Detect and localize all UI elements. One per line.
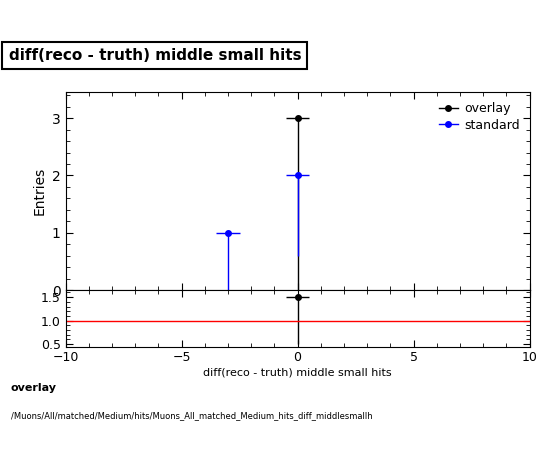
Y-axis label: Entries: Entries <box>32 167 46 215</box>
X-axis label: diff(reco - truth) middle small hits: diff(reco - truth) middle small hits <box>203 367 392 377</box>
Legend: overlay, standard: overlay, standard <box>435 99 524 135</box>
Text: /Muons/All/matched/Medium/hits/Muons_All_matched_Medium_hits_diff_middlesmallh: /Muons/All/matched/Medium/hits/Muons_All… <box>11 411 372 420</box>
Text: overlay: overlay <box>11 383 57 394</box>
Text: diff(reco - truth) middle small hits: diff(reco - truth) middle small hits <box>9 48 301 63</box>
